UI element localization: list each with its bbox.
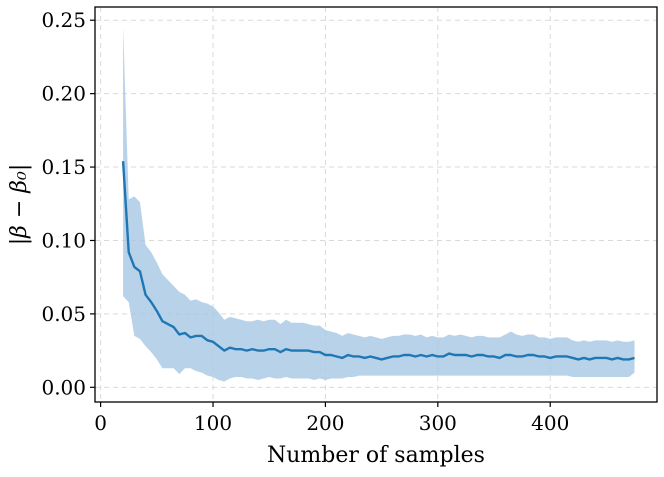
mean-line-layer [121,161,635,361]
grid-lines [95,7,657,402]
x-tick-label: 400 [531,411,569,435]
confidence-band-layer [123,26,635,382]
x-axis-ticks: 0 100 200 300 400 [94,402,569,435]
y-tick-label: 0.05 [41,302,86,326]
x-tick-label: 100 [194,411,232,435]
x-tick-label: 0 [94,411,107,435]
x-tick-label: 300 [419,411,457,435]
y-tick-label: 0.25 [41,8,86,32]
confidence-band [123,26,635,382]
y-tick-label: 0.00 [41,375,86,399]
y-tick-label: 0.15 [41,155,86,179]
y-axis-ticks: 0.00 0.05 0.10 0.15 0.20 0.25 [41,8,95,399]
y-tick-label: 0.10 [41,228,86,252]
x-tick-label: 200 [306,411,344,435]
y-tick-label: 0.20 [41,82,86,106]
x-axis-label: Number of samples [267,443,485,468]
y-axis-label: |β − β₀| [7,164,32,246]
mean-error-line [121,161,635,361]
plot-frame [94,6,658,403]
